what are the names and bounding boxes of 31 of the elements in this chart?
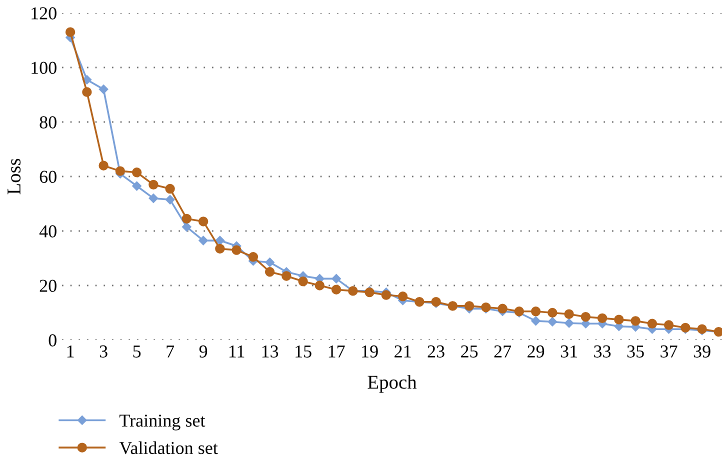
y-tick-label: 100 bbox=[32, 62, 56, 74]
x-tick-label: 15 bbox=[296, 345, 312, 358]
x-tick-label: 37 bbox=[660, 345, 678, 358]
x-tick-label: 35 bbox=[627, 345, 644, 358]
x-tick-label: 33 bbox=[594, 345, 611, 358]
x-tick-label: 19 bbox=[362, 345, 378, 358]
x-tick-label: 5 bbox=[133, 346, 141, 358]
y-tick-label: 120 bbox=[32, 7, 56, 20]
x-tick-label: 31 bbox=[560, 345, 577, 358]
x-axis-title: Epoch bbox=[368, 375, 417, 393]
x-tick-label: 21 bbox=[394, 345, 411, 358]
y-axis-title: Loss bbox=[8, 158, 21, 194]
x-tick-label: 1 bbox=[67, 345, 74, 358]
x-tick-label: 13 bbox=[262, 345, 278, 358]
x-tick-label: 17 bbox=[328, 345, 345, 358]
x-tick-label: 7 bbox=[166, 346, 174, 358]
legend-label: Validation set bbox=[119, 441, 218, 454]
x-tick-label: 9 bbox=[199, 345, 208, 358]
x-tick-label: 25 bbox=[461, 345, 478, 358]
y-tick-label: 80 bbox=[40, 116, 56, 128]
x-tick-label: 3 bbox=[100, 345, 108, 358]
y-tick-label: 40 bbox=[39, 225, 56, 238]
x-tick-label: 23 bbox=[428, 345, 444, 358]
x-tick-label: 27 bbox=[494, 345, 512, 358]
x-tick-label: 39 bbox=[694, 345, 710, 358]
y-tick-label: 0 bbox=[48, 334, 56, 346]
y-tick-label: 20 bbox=[40, 280, 56, 292]
y-tick-label: 60 bbox=[40, 170, 56, 183]
legend-label: Training set bbox=[119, 414, 206, 430]
x-tick-label: 11 bbox=[229, 345, 244, 358]
x-tick-label: 29 bbox=[528, 345, 544, 358]
